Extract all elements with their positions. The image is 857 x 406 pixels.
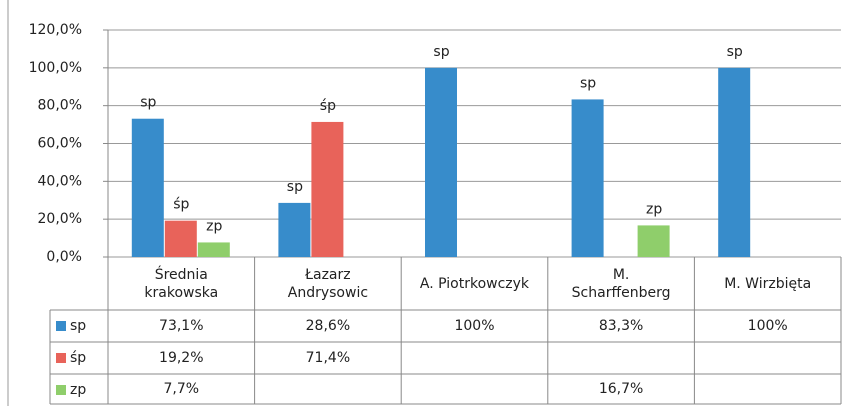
table-value: 83,3% (598, 318, 644, 334)
y-tick-label: 20,0% (38, 211, 82, 227)
legend-label: zp (70, 382, 86, 398)
y-tick-label: 80,0% (38, 98, 82, 114)
x-tick-label: M. Wirzbięta (724, 275, 812, 292)
bar-label: śp (173, 197, 189, 213)
bar-label: zp (646, 201, 662, 217)
bar (197, 242, 230, 257)
table-value: 28,6% (305, 318, 351, 334)
bar (425, 67, 457, 257)
y-tick-label: 100,0% (29, 60, 82, 76)
table-value: 16,7% (598, 381, 644, 397)
bar-label: zp (206, 218, 222, 234)
legend-swatch (56, 385, 66, 395)
bar (311, 121, 344, 257)
bar (718, 67, 751, 257)
legend-swatch (56, 321, 66, 331)
bar-label: sp (580, 75, 596, 91)
x-tick-label: Średnia krakowska (144, 266, 219, 301)
table-value: 73,1% (159, 318, 204, 334)
bar (131, 118, 164, 257)
y-tick-label: 60,0% (38, 136, 82, 152)
bar-label: sp (140, 95, 156, 111)
x-tick-label: Łazarz Andrysowic (287, 266, 369, 301)
table-value: 71,4% (305, 350, 351, 366)
bar (637, 225, 670, 257)
y-tick-label: 0,0% (46, 249, 82, 265)
table-value: 100% (454, 318, 495, 334)
table-value: 7,7% (163, 381, 200, 397)
bar (278, 202, 311, 257)
x-tick-label: A. Piotrkowczyk (419, 275, 530, 292)
legend-swatch (56, 353, 66, 363)
table-value: 19,2% (159, 350, 204, 366)
bar (571, 99, 604, 257)
bar-label: sp (727, 44, 743, 60)
table-value: 100% (747, 318, 788, 334)
bar-label: sp (433, 44, 449, 60)
legend-label: sp (70, 318, 86, 334)
x-tick-label: M. Scharffenberg (571, 266, 671, 301)
bar (164, 220, 197, 257)
bar-label: śp (320, 98, 336, 114)
y-tick-label: 120,0% (29, 22, 82, 38)
bar-label: sp (287, 179, 303, 195)
y-tick-label: 40,0% (38, 173, 82, 189)
legend-label: śp (70, 350, 86, 366)
